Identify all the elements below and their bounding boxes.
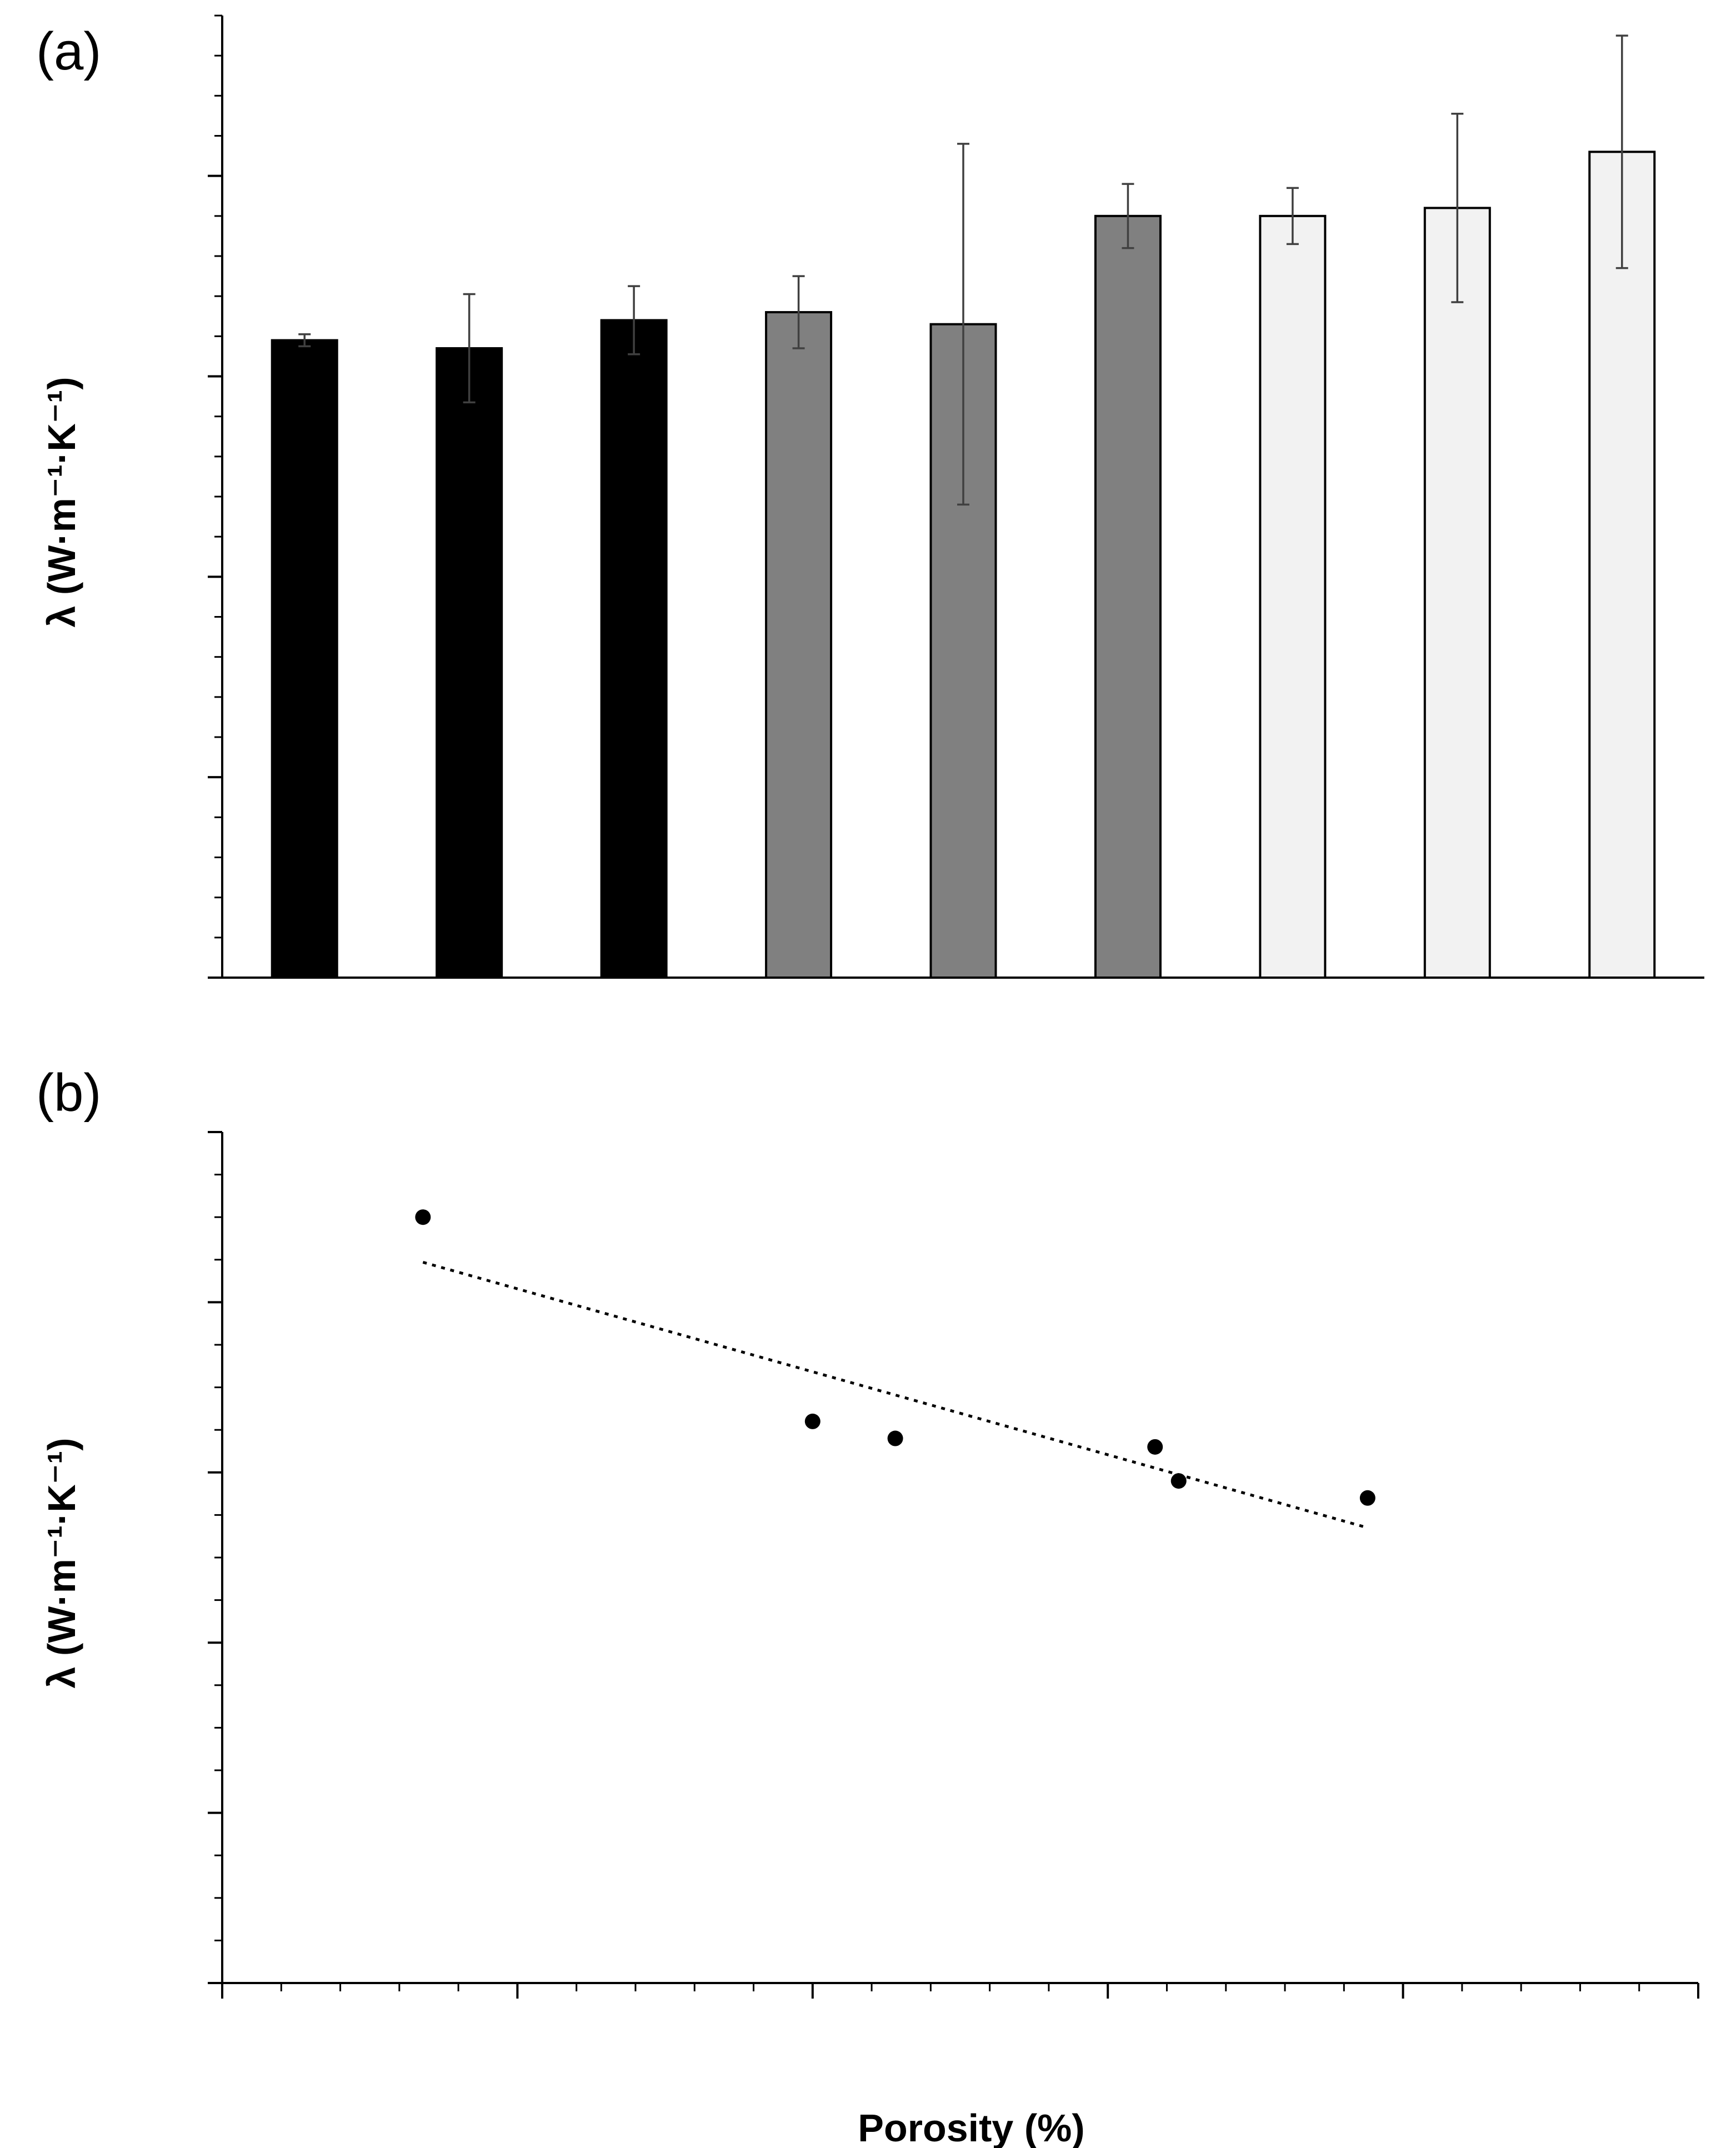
bar-mof bbox=[600, 319, 668, 979]
data-point bbox=[804, 1413, 821, 1429]
panel-a-y-axis-title: λ (W·m⁻¹·K⁻¹) bbox=[40, 377, 83, 627]
data-point bbox=[415, 1209, 431, 1225]
bar-mop bbox=[271, 339, 338, 979]
panel-b-label: (b) bbox=[36, 1063, 101, 1123]
data-point bbox=[1147, 1439, 1163, 1455]
bar-mos bbox=[436, 347, 503, 979]
data-point bbox=[1170, 1473, 1187, 1489]
bar-top bbox=[1259, 214, 1327, 979]
bar-smsop bbox=[765, 311, 833, 979]
bar-smsof bbox=[1094, 214, 1162, 979]
panel-b-scatter-chart: (b) λ (W·m⁻¹·K⁻¹) Porosity (%) bbox=[36, 1063, 1699, 2148]
panel-a-label: (a) bbox=[36, 22, 101, 81]
panel-b-y-axis-title: λ (W·m⁻¹·K⁻¹) bbox=[40, 1438, 83, 1688]
panel-b-x-axis-title: Porosity (%) bbox=[858, 2106, 1084, 2148]
trendline bbox=[422, 1260, 1368, 1529]
bar-tof bbox=[1588, 151, 1656, 979]
data-point bbox=[887, 1430, 903, 1446]
bar-tos bbox=[1423, 207, 1491, 979]
panel-a-bar-chart: (a) λ (W·m⁻¹·K⁻¹) bbox=[36, 14, 1704, 979]
data-point bbox=[1359, 1490, 1375, 1506]
